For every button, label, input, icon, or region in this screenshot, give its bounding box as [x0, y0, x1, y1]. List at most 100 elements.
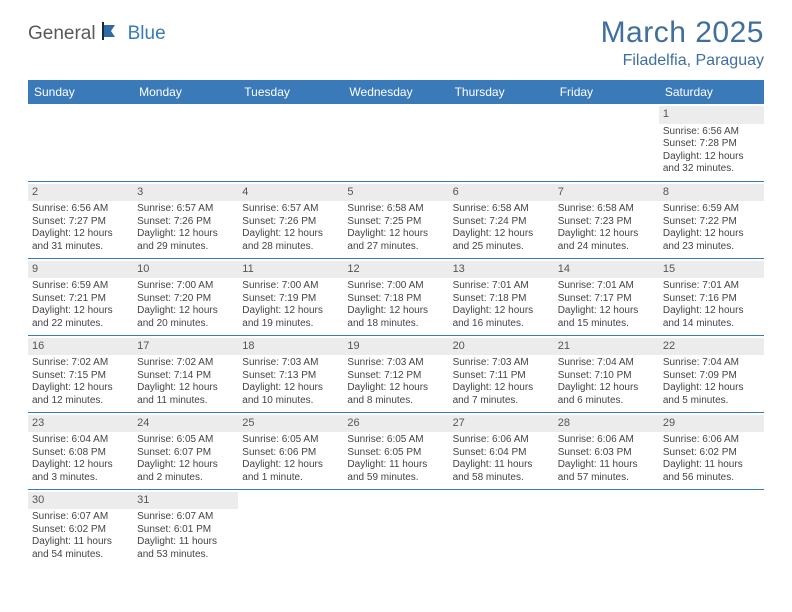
sunrise-text: Sunrise: 6:59 AM: [663, 203, 760, 216]
day-number: 20: [449, 338, 554, 356]
day2-text: and 28 minutes.: [242, 241, 339, 254]
day-cell: 24Sunrise: 6:05 AMSunset: 6:07 PMDayligh…: [133, 412, 238, 489]
day2-text: and 32 minutes.: [663, 163, 760, 176]
day-cell: 29Sunrise: 6:06 AMSunset: 6:02 PMDayligh…: [659, 412, 764, 489]
sunset-text: Sunset: 7:19 PM: [242, 293, 339, 306]
day2-text: and 27 minutes.: [347, 241, 444, 254]
day1-text: Daylight: 12 hours: [242, 382, 339, 395]
calendar-table: SundayMondayTuesdayWednesdayThursdayFrid…: [28, 80, 764, 566]
day-number: 31: [133, 492, 238, 510]
day1-text: Daylight: 12 hours: [32, 228, 129, 241]
empty-cell: [28, 104, 133, 181]
day-number: 22: [659, 338, 764, 356]
day1-text: Daylight: 12 hours: [347, 382, 444, 395]
empty-cell: [554, 104, 659, 181]
sunrise-text: Sunrise: 6:07 AM: [32, 511, 129, 524]
sunrise-text: Sunrise: 7:03 AM: [347, 357, 444, 370]
day-number: 13: [449, 261, 554, 279]
sunset-text: Sunset: 7:21 PM: [32, 293, 129, 306]
page-header: General Blue March 2025 Filadelfia, Para…: [0, 0, 792, 74]
day2-text: and 16 minutes.: [453, 318, 550, 331]
day1-text: Daylight: 12 hours: [663, 228, 760, 241]
day2-text: and 7 minutes.: [453, 395, 550, 408]
day-number: 29: [659, 415, 764, 433]
sunset-text: Sunset: 6:06 PM: [242, 447, 339, 460]
day-header: Monday: [133, 80, 238, 104]
day-cell: 6Sunrise: 6:58 AMSunset: 7:24 PMDaylight…: [449, 181, 554, 258]
sunrise-text: Sunrise: 6:05 AM: [137, 434, 234, 447]
day-cell: 18Sunrise: 7:03 AMSunset: 7:13 PMDayligh…: [238, 335, 343, 412]
empty-cell: [343, 489, 448, 566]
day-number: 19: [343, 338, 448, 356]
day2-text: and 56 minutes.: [663, 472, 760, 485]
sunset-text: Sunset: 6:05 PM: [347, 447, 444, 460]
day-number: 24: [133, 415, 238, 433]
week-row: 2Sunrise: 6:56 AMSunset: 7:27 PMDaylight…: [28, 181, 764, 258]
day-cell: 30Sunrise: 6:07 AMSunset: 6:02 PMDayligh…: [28, 489, 133, 566]
day-number: 27: [449, 415, 554, 433]
day-cell: 19Sunrise: 7:03 AMSunset: 7:12 PMDayligh…: [343, 335, 448, 412]
sunset-text: Sunset: 6:04 PM: [453, 447, 550, 460]
sunrise-text: Sunrise: 7:00 AM: [137, 280, 234, 293]
day-number: 16: [28, 338, 133, 356]
sunset-text: Sunset: 7:24 PM: [453, 216, 550, 229]
sunrise-text: Sunrise: 7:00 AM: [242, 280, 339, 293]
sunrise-text: Sunrise: 6:06 AM: [663, 434, 760, 447]
day-cell: 25Sunrise: 6:05 AMSunset: 6:06 PMDayligh…: [238, 412, 343, 489]
empty-cell: [238, 489, 343, 566]
sunrise-text: Sunrise: 6:56 AM: [32, 203, 129, 216]
day2-text: and 15 minutes.: [558, 318, 655, 331]
day1-text: Daylight: 12 hours: [663, 382, 760, 395]
sunrise-text: Sunrise: 6:58 AM: [453, 203, 550, 216]
day-cell: 9Sunrise: 6:59 AMSunset: 7:21 PMDaylight…: [28, 258, 133, 335]
sunset-text: Sunset: 7:23 PM: [558, 216, 655, 229]
day-number: 4: [238, 184, 343, 202]
day-number: 15: [659, 261, 764, 279]
sunrise-text: Sunrise: 7:01 AM: [453, 280, 550, 293]
sunrise-text: Sunrise: 6:58 AM: [558, 203, 655, 216]
day2-text: and 25 minutes.: [453, 241, 550, 254]
title-block: March 2025 Filadelfia, Paraguay: [601, 16, 764, 70]
day2-text: and 10 minutes.: [242, 395, 339, 408]
day-cell: 4Sunrise: 6:57 AMSunset: 7:26 PMDaylight…: [238, 181, 343, 258]
sunset-text: Sunset: 7:13 PM: [242, 370, 339, 383]
day-number: 28: [554, 415, 659, 433]
week-row: 9Sunrise: 6:59 AMSunset: 7:21 PMDaylight…: [28, 258, 764, 335]
day2-text: and 1 minute.: [242, 472, 339, 485]
day-number: 30: [28, 492, 133, 510]
day1-text: Daylight: 12 hours: [137, 459, 234, 472]
day-number: 17: [133, 338, 238, 356]
sunrise-text: Sunrise: 6:05 AM: [242, 434, 339, 447]
sunset-text: Sunset: 6:01 PM: [137, 524, 234, 537]
day-cell: 5Sunrise: 6:58 AMSunset: 7:25 PMDaylight…: [343, 181, 448, 258]
day1-text: Daylight: 12 hours: [137, 228, 234, 241]
day1-text: Daylight: 12 hours: [558, 305, 655, 318]
sunset-text: Sunset: 6:02 PM: [663, 447, 760, 460]
day2-text: and 8 minutes.: [347, 395, 444, 408]
day2-text: and 6 minutes.: [558, 395, 655, 408]
location-subtitle: Filadelfia, Paraguay: [601, 52, 764, 70]
day1-text: Daylight: 12 hours: [663, 305, 760, 318]
sunrise-text: Sunrise: 6:04 AM: [32, 434, 129, 447]
week-row: 16Sunrise: 7:02 AMSunset: 7:15 PMDayligh…: [28, 335, 764, 412]
day-cell: 21Sunrise: 7:04 AMSunset: 7:10 PMDayligh…: [554, 335, 659, 412]
sunset-text: Sunset: 7:25 PM: [347, 216, 444, 229]
day-number: 10: [133, 261, 238, 279]
day2-text: and 58 minutes.: [453, 472, 550, 485]
empty-cell: [659, 489, 764, 566]
week-row: 30Sunrise: 6:07 AMSunset: 6:02 PMDayligh…: [28, 489, 764, 566]
sunrise-text: Sunrise: 7:03 AM: [453, 357, 550, 370]
day-number: 1: [659, 106, 764, 124]
day-cell: 2Sunrise: 6:56 AMSunset: 7:27 PMDaylight…: [28, 181, 133, 258]
day-cell: 14Sunrise: 7:01 AMSunset: 7:17 PMDayligh…: [554, 258, 659, 335]
sunset-text: Sunset: 7:12 PM: [347, 370, 444, 383]
sunrise-text: Sunrise: 6:59 AM: [32, 280, 129, 293]
sunrise-text: Sunrise: 6:57 AM: [242, 203, 339, 216]
day-number: 14: [554, 261, 659, 279]
sunrise-text: Sunrise: 7:03 AM: [242, 357, 339, 370]
day2-text: and 22 minutes.: [32, 318, 129, 331]
sunset-text: Sunset: 7:26 PM: [137, 216, 234, 229]
day1-text: Daylight: 12 hours: [32, 305, 129, 318]
day2-text: and 5 minutes.: [663, 395, 760, 408]
day1-text: Daylight: 12 hours: [347, 228, 444, 241]
